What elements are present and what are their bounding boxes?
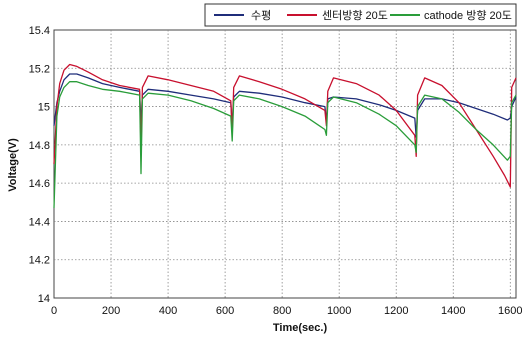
- x-tick-label: 800: [273, 305, 291, 317]
- y-tick-label: 15.2: [29, 63, 50, 75]
- plot-area: [53, 29, 517, 299]
- x-tick-label: 1400: [441, 305, 465, 317]
- legend-box: [204, 3, 517, 27]
- x-tick-label: 0: [51, 305, 57, 317]
- legend-label-0: 수평: [251, 9, 271, 22]
- x-tick-label: 1200: [384, 305, 408, 317]
- y-tick-label: 14.8: [29, 140, 50, 152]
- tick-labels: 0 200 400 600 800 1000 1200 1400 1600 14 14.2 14.4 1…: [29, 25, 522, 317]
- series-line-0: [53, 73, 517, 138]
- x-tick-label: 1000: [327, 305, 351, 317]
- series-lines: [53, 63, 517, 209]
- series-line-2: [53, 81, 517, 209]
- x-tick-label: 400: [159, 305, 177, 317]
- x-tick-label: 1600: [498, 305, 522, 317]
- legend: 수평 센터방향 20도 cathode 방향 20도: [204, 3, 517, 27]
- y-axis-title: Voltage(V): [7, 138, 19, 192]
- legend-label-2: cathode 방향 20도: [424, 9, 512, 22]
- x-axis-title: Time(sec.): [273, 322, 328, 334]
- y-tick-label: 14.2: [29, 255, 50, 267]
- series-line-1: [53, 63, 517, 188]
- y-tick-label: 14: [38, 293, 50, 305]
- x-tick-label: 200: [102, 305, 120, 317]
- y-tick-label: 14.4: [29, 216, 50, 228]
- x-tick-label: 600: [216, 305, 234, 317]
- y-tick-label: 14.6: [29, 178, 50, 190]
- legend-label-1: 센터방향 20도: [322, 9, 388, 22]
- y-tick-label: 15: [38, 102, 50, 114]
- y-tick-label: 15.4: [29, 25, 50, 37]
